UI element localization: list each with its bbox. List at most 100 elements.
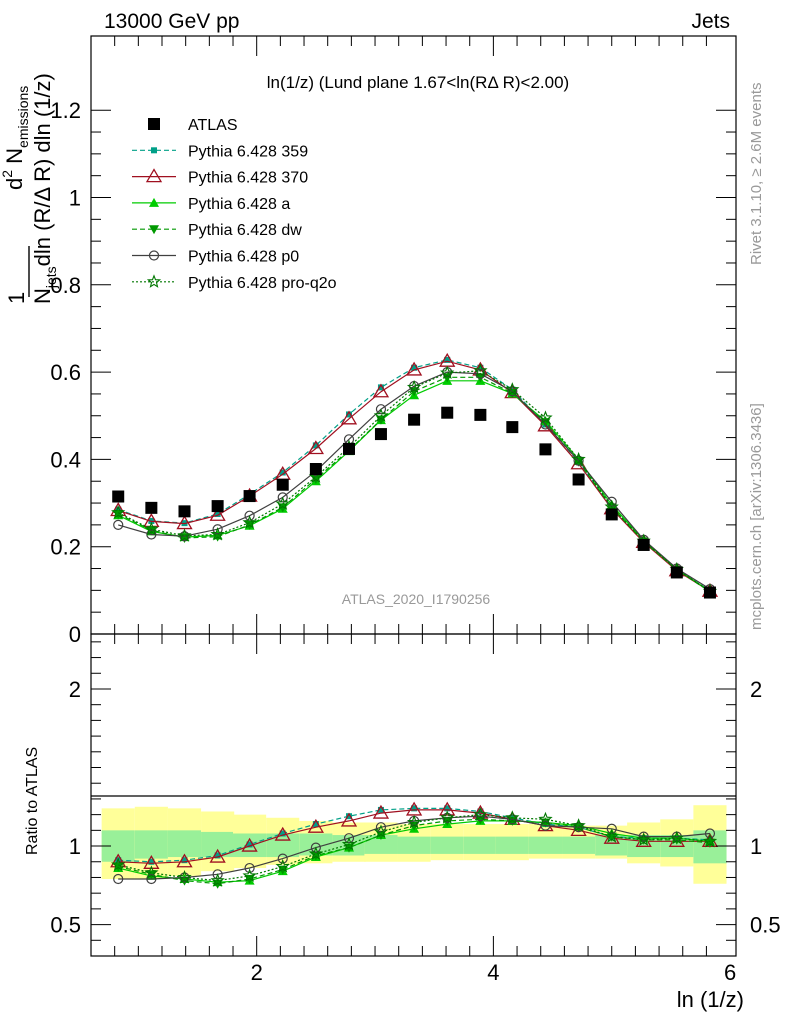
pythia-p0-marker	[212, 524, 223, 535]
y-axis-label-numerator: 1	[4, 292, 29, 304]
pythia-pro-q2o-marker	[406, 379, 422, 394]
atlas-data-marker	[148, 118, 160, 130]
main-series-line	[118, 371, 711, 590]
pythia-370-marker	[372, 804, 390, 819]
atlas-data-marker	[539, 443, 552, 456]
pythia-dw-marker	[146, 526, 157, 536]
pythia-359-marker	[181, 857, 188, 864]
pythia-pro-q2o-marker	[275, 496, 290, 511]
pythia-359-marker	[444, 356, 451, 363]
pythia-pro-q2o-marker	[473, 363, 488, 377]
pythia-pro-q2o-marker	[669, 830, 684, 845]
legend-label: Pythia 6.428 pro-q2o	[188, 275, 337, 292]
pythia-359-marker	[377, 806, 384, 813]
pythia-370-marker	[405, 361, 423, 376]
pythia-pro-q2o-marker	[571, 818, 586, 832]
pythia-p0-marker	[244, 862, 255, 874]
atlas-data-marker	[670, 566, 683, 579]
legend-label: Pythia 6.428 dw	[188, 222, 302, 239]
pythia-pro-q2o-marker	[177, 869, 192, 884]
ratio-band-inner	[167, 830, 202, 858]
atlas-data-marker	[572, 473, 585, 486]
pythia-pro-q2o-marker	[373, 824, 389, 839]
ratio-band-inner	[430, 836, 464, 854]
main-y-tick-label: 0.6	[50, 360, 81, 385]
pythia-370-marker	[340, 812, 358, 827]
pythia-pro-q2o-marker	[144, 865, 159, 879]
pythia-p0-marker	[148, 250, 160, 261]
pythia-359-marker	[346, 411, 352, 418]
main-y-tick-label: 0.8	[50, 273, 81, 298]
side-labels: Rivet 3.1.10, ≥ 2.6M events mcplots.cern…	[748, 83, 765, 631]
pythia-pro-q2o-marker	[538, 410, 553, 425]
ratio-band-inner	[562, 836, 596, 854]
pythia-370-marker	[405, 801, 423, 816]
atlas-data-marker	[474, 408, 487, 421]
ratio-y-tick-label: 1	[69, 834, 81, 859]
main-y-axis-label: 1 Njetsdln (R/Δ R) dln (1/z) d2 Nemissio…	[0, 73, 59, 304]
pythia-pro-q2o-marker	[702, 833, 718, 848]
pythia-370-marker	[241, 837, 258, 852]
atlas-data-marker	[408, 413, 421, 426]
pythia-359-marker	[214, 510, 221, 517]
pythia-pro-q2o-marker	[308, 846, 324, 861]
header-left: 13000 GeV pp	[104, 10, 239, 33]
atlas-data-marker	[343, 442, 355, 455]
pythia-p0-marker	[277, 853, 288, 864]
ratio-axis-ticks: 2 4 6 0.5 0.5 1 1 2 2	[50, 634, 781, 985]
pythia-p0-marker	[475, 811, 486, 822]
main-y-tick-label: 1	[69, 186, 81, 211]
pythia-pro-q2o-marker	[571, 451, 586, 466]
main-y-tick-label: 0.4	[50, 447, 81, 472]
pythia-359-marker	[115, 506, 122, 513]
pythia-p0-marker	[146, 529, 157, 540]
pythia-359-marker	[151, 147, 157, 154]
atlas-data-marker	[605, 508, 618, 521]
pythia-a-marker	[149, 197, 159, 207]
watermark: ATLAS_2020_I1790256	[342, 591, 491, 607]
pythia-p0-marker	[179, 531, 190, 542]
atlas-data-marker	[145, 501, 158, 514]
x-tick-label: 6	[724, 960, 736, 985]
legend-label: Pythia 6.428 a	[188, 196, 290, 213]
pythia-359-marker	[312, 442, 319, 449]
ratio-y-tick-label-right: 0.5	[750, 913, 781, 938]
pythia-pro-q2o-marker	[111, 505, 126, 519]
ratio-band-inner	[397, 836, 431, 854]
main-y-tick-label: 0	[69, 622, 81, 647]
ratio-band-inner	[463, 836, 497, 854]
pythia-pro-q2o-marker	[538, 811, 553, 826]
ratio-band-inner	[495, 836, 529, 854]
pythia-359-marker	[444, 805, 451, 812]
pythia-pro-q2o-marker	[111, 857, 126, 872]
main-series-line	[117, 370, 711, 592]
header-right: Jets	[691, 10, 730, 33]
main-plot-series	[110, 352, 719, 599]
pythia-pro-q2o-marker	[275, 859, 290, 873]
pythia-pro-q2o-marker	[373, 408, 389, 422]
pythia-p0-marker	[212, 869, 223, 880]
pythia-370-marker	[307, 818, 324, 833]
pythia-pro-q2o-marker	[406, 814, 422, 829]
pythia-pro-q2o-marker	[144, 521, 159, 536]
pythia-pro-q2o-marker	[242, 515, 257, 529]
main-plot: 0 0.2 0.4 0.6 0.8 1 1.2 ln(1/z) (Lund plane 1.…	[50, 35, 737, 647]
ratio-plot-frame	[90, 633, 737, 957]
pythia-359-marker	[477, 364, 484, 371]
ratio-y-tick-label: 0.5	[50, 913, 81, 938]
atlas-data-marker	[374, 428, 387, 441]
pythia-pro-q2o-marker	[505, 382, 520, 396]
y-axis-label-njets: Njetsdln (R/Δ R) dln (1/z)	[30, 73, 59, 304]
pythia-dw-marker	[113, 509, 124, 519]
pythia-pro-q2o-marker	[604, 829, 619, 843]
pythia-pro-q2o-marker	[146, 274, 162, 288]
ratio-plot: 2 4 6 0.5 0.5 1 1 2 2 Ratio to ATLAS	[24, 633, 781, 985]
pythia-p0-marker	[343, 833, 355, 844]
pythia-370-marker	[209, 848, 226, 863]
y-axis-label-top: d2 Nemissions	[0, 86, 31, 190]
pythia-359-marker	[279, 830, 286, 837]
x-tick-label: 4	[487, 960, 499, 985]
pythia-359-marker	[411, 805, 418, 812]
ratio-band-inner	[528, 836, 563, 854]
rivet-label: Rivet 3.1.10, ≥ 2.6M events	[748, 83, 765, 266]
